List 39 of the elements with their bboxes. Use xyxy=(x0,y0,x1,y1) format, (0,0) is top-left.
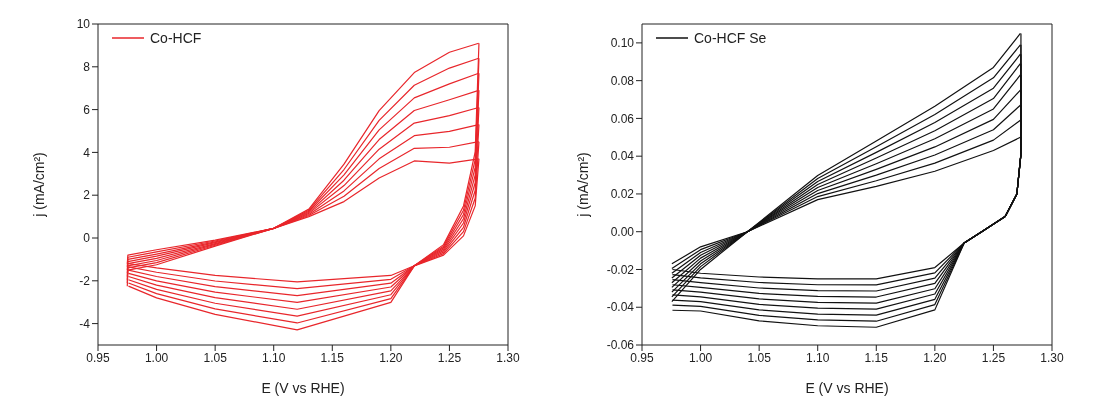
x-tick-label: 0.95 xyxy=(630,350,654,365)
x-tick-label: 1.10 xyxy=(806,350,830,365)
x-tick-label: 1.30 xyxy=(496,350,520,365)
y-tick-label: 0.00 xyxy=(610,224,635,239)
x-tick-label: 1.05 xyxy=(203,350,228,365)
y-tick-label: 0 xyxy=(83,231,91,246)
x-tick-label: 1.30 xyxy=(1040,350,1064,365)
y-axis-title: j (mA/cm²) xyxy=(31,152,47,218)
y-tick-label: -4 xyxy=(79,316,91,331)
y-tick-label: 0.10 xyxy=(610,36,635,51)
x-tick-label: 1.25 xyxy=(981,350,1006,365)
x-tick-label: 1.20 xyxy=(379,350,403,365)
x-tick-label: 1.05 xyxy=(747,350,772,365)
legend-label: Co-HCF xyxy=(150,30,202,46)
x-tick-label: 1.10 xyxy=(262,350,286,365)
y-tick-label: 2 xyxy=(83,188,91,203)
x-tick-label: 1.20 xyxy=(923,350,947,365)
x-tick-label: 1.00 xyxy=(688,350,713,365)
y-tick-label: -0.04 xyxy=(606,300,635,315)
x-tick-label: 1.15 xyxy=(864,350,889,365)
y-tick-label: 0.08 xyxy=(610,73,635,88)
y-tick-label: -2 xyxy=(79,274,91,289)
x-tick-label: 1.00 xyxy=(144,350,169,365)
y-tick-label: -0.06 xyxy=(606,338,635,353)
x-tick-label: 1.25 xyxy=(437,350,462,365)
x-axis-title: E (V vs RHE) xyxy=(261,380,345,396)
y-axis-title: j (mA/cm²) xyxy=(575,152,591,218)
y-tick-label: 4 xyxy=(83,145,91,160)
y-tick-label: 6 xyxy=(83,102,91,117)
y-tick-label: 10 xyxy=(76,17,91,32)
y-tick-label: 0.06 xyxy=(610,111,635,126)
y-tick-label: -0.02 xyxy=(606,262,635,277)
y-tick-label: 0.02 xyxy=(610,187,635,202)
y-tick-label: 8 xyxy=(83,60,91,75)
y-tick-label: 0.04 xyxy=(610,149,635,164)
x-tick-label: 1.15 xyxy=(320,350,345,365)
legend-label: Co-HCF Se xyxy=(694,30,767,46)
x-axis-title: E (V vs RHE) xyxy=(805,380,889,396)
x-tick-label: 0.95 xyxy=(86,350,110,365)
